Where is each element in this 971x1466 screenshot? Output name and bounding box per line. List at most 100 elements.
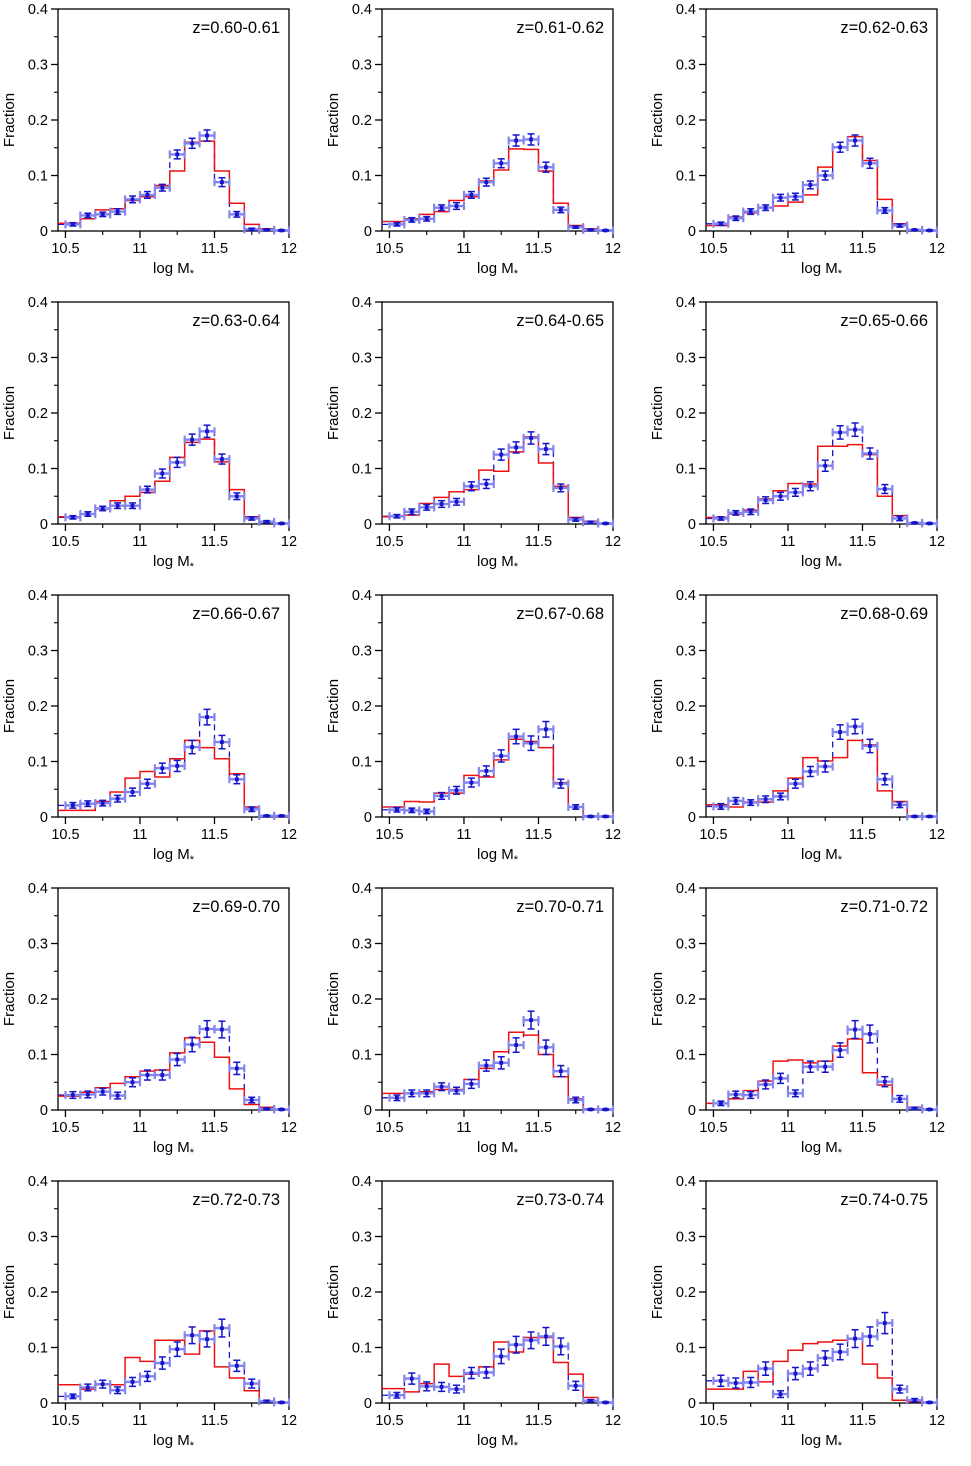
x-tick-label: 11.5	[525, 827, 552, 843]
x-tick-label: 11	[780, 1120, 795, 1136]
x-axis-label: log M*	[153, 1139, 195, 1159]
x-tick-label: 10.5	[51, 534, 79, 550]
x-tick-label: 11.5	[201, 534, 228, 550]
y-tick-label: 0.4	[28, 588, 48, 604]
x-tick-label: 12	[605, 241, 621, 257]
y-tick-label: 0	[40, 1103, 48, 1119]
y-tick-label: 0.3	[28, 937, 48, 953]
x-tick-label: 11	[780, 241, 795, 257]
x-tick-label: 11	[456, 241, 471, 257]
x-axis-label: log M*	[801, 1139, 843, 1159]
x-tick-label: 11	[132, 241, 147, 257]
x-tick-label: 11	[132, 1413, 147, 1429]
panel-z-0-63-0-64: 10.5 11 11.5 12 0 0.1 0.2 0.3 0.4 Fraction log M* z…	[0, 293, 324, 586]
panel-label: z=0.64-0.65	[516, 312, 604, 330]
panel-label: z=0.61-0.62	[516, 19, 604, 37]
y-axis-label: Fraction	[1, 93, 18, 147]
x-tick-label: 10.5	[51, 827, 79, 843]
x-tick-label: 11	[132, 1120, 147, 1136]
x-tick-label: 11	[132, 827, 147, 843]
panel-z-0-74-0-75: 10.5 11 11.5 12 0 0.1 0.2 0.3 0.4 Fraction log M* z…	[648, 1172, 971, 1465]
x-tick-label: 11	[456, 1413, 471, 1429]
y-tick-label: 0.4	[352, 295, 372, 311]
x-tick-label: 11	[780, 827, 795, 843]
plot-canvas: 10.5 11 11.5 12 0 0.1 0.2 0.3 0.4 Fraction log M* z…	[1, 295, 297, 573]
panel-label: z=0.66-0.67	[192, 605, 280, 623]
y-tick-label: 0.1	[352, 169, 372, 185]
x-tick-label: 12	[929, 1120, 945, 1136]
y-tick-label: 0	[688, 224, 696, 240]
y-tick-label: 0.1	[676, 169, 696, 185]
y-tick-label: 0	[364, 224, 372, 240]
y-tick-label: 0.1	[28, 1341, 48, 1357]
x-tick-label: 12	[929, 241, 945, 257]
x-tick-label: 11.5	[201, 1413, 228, 1429]
y-tick-label: 0.4	[352, 588, 372, 604]
y-tick-label: 0.3	[352, 937, 372, 953]
y-tick-label: 0.4	[352, 1174, 372, 1190]
y-tick-label: 0	[40, 517, 48, 533]
panel-z-0-61-0-62: 10.5 11 11.5 12 0 0.1 0.2 0.3 0.4 Fraction log M* z…	[324, 0, 648, 293]
y-tick-label: 0.3	[676, 937, 696, 953]
x-tick-label: 10.5	[51, 1120, 79, 1136]
plot-canvas: 10.5 11 11.5 12 0 0.1 0.2 0.3 0.4 Fraction log M* z…	[325, 881, 621, 1159]
plot-canvas: 10.5 11 11.5 12 0 0.1 0.2 0.3 0.4 Fraction log M* z…	[1, 881, 297, 1159]
x-tick-label: 10.5	[699, 1413, 727, 1429]
x-tick-label: 11.5	[525, 1120, 552, 1136]
y-axis-label: Fraction	[1, 1265, 18, 1319]
x-tick-label: 11.5	[849, 1413, 876, 1429]
y-tick-label: 0.3	[352, 644, 372, 660]
y-tick-label: 0	[688, 517, 696, 533]
y-tick-label: 0	[364, 517, 372, 533]
x-axis-label: log M*	[153, 553, 195, 573]
x-tick-label: 11	[780, 534, 795, 550]
plot-canvas: 10.5 11 11.5 12 0 0.1 0.2 0.3 0.4 Fraction log M* z…	[649, 881, 945, 1159]
x-tick-label: 11.5	[201, 241, 228, 257]
y-tick-label: 0.2	[28, 699, 48, 715]
y-tick-label: 0.4	[676, 2, 696, 18]
panel-z-0-73-0-74: 10.5 11 11.5 12 0 0.1 0.2 0.3 0.4 Fraction log M* z…	[324, 1172, 648, 1465]
plot-canvas: 10.5 11 11.5 12 0 0.1 0.2 0.3 0.4 Fraction log M* z…	[1, 1174, 297, 1452]
y-axis-label: Fraction	[649, 1265, 666, 1319]
y-tick-label: 0.2	[676, 699, 696, 715]
y-tick-label: 0.3	[352, 1230, 372, 1246]
x-tick-label: 12	[281, 534, 297, 550]
y-tick-label: 0.2	[676, 992, 696, 1008]
y-tick-label: 0.3	[352, 58, 372, 74]
panel-z-0-60-0-61: 10.5 11 11.5 12 0 0.1 0.2 0.3 0.4 Fraction log M* z…	[0, 0, 324, 293]
x-axis-label: log M*	[477, 260, 519, 280]
y-tick-label: 0.1	[352, 1048, 372, 1064]
x-axis-label: log M*	[153, 846, 195, 866]
y-tick-label: 0.4	[676, 588, 696, 604]
y-tick-label: 0.1	[676, 462, 696, 478]
x-tick-label: 12	[281, 1120, 297, 1136]
plot-canvas: 10.5 11 11.5 12 0 0.1 0.2 0.3 0.4 Fraction log M* z…	[325, 2, 621, 280]
y-tick-label: 0.2	[676, 406, 696, 422]
y-tick-label: 0.3	[676, 644, 696, 660]
y-tick-label: 0.3	[676, 1230, 696, 1246]
y-tick-label: 0	[364, 810, 372, 826]
y-tick-label: 0.1	[676, 1341, 696, 1357]
x-tick-label: 11.5	[525, 534, 552, 550]
x-tick-label: 11.5	[849, 241, 876, 257]
x-tick-label: 11.5	[849, 534, 876, 550]
x-tick-label: 12	[281, 241, 297, 257]
x-tick-label: 10.5	[699, 1120, 727, 1136]
x-tick-label: 10.5	[375, 534, 403, 550]
y-tick-label: 0.1	[676, 755, 696, 771]
plot-canvas: 10.5 11 11.5 12 0 0.1 0.2 0.3 0.4 Fraction log M* z…	[1, 2, 297, 280]
y-tick-label: 0.2	[28, 992, 48, 1008]
x-axis-label: log M*	[477, 1432, 519, 1452]
x-tick-label: 10.5	[699, 827, 727, 843]
y-tick-label: 0.4	[28, 881, 48, 897]
panel-label: z=0.73-0.74	[516, 1191, 604, 1209]
y-tick-label: 0.2	[28, 1285, 48, 1301]
panel-label: z=0.65-0.66	[840, 312, 928, 330]
x-axis-label: log M*	[477, 1139, 519, 1159]
y-axis-label: Fraction	[1, 972, 18, 1026]
panel-z-0-67-0-68: 10.5 11 11.5 12 0 0.1 0.2 0.3 0.4 Fraction log M* z…	[324, 586, 648, 879]
x-tick-label: 11.5	[201, 1120, 228, 1136]
panel-label: z=0.63-0.64	[192, 312, 280, 330]
panel-label: z=0.71-0.72	[840, 898, 928, 916]
plot-canvas: 10.5 11 11.5 12 0 0.1 0.2 0.3 0.4 Fraction log M* z…	[325, 295, 621, 573]
